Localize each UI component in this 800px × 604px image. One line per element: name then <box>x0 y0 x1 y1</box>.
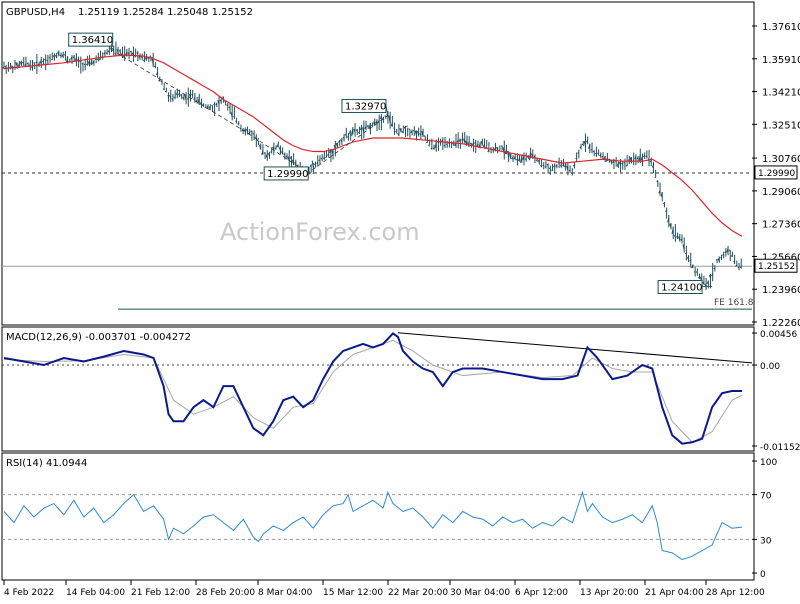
price-bar-open-tick <box>725 252 726 253</box>
price-bar-open-tick <box>562 165 563 166</box>
fe-level-label: FE 161.8 <box>714 298 754 308</box>
price-bar-open-tick <box>597 153 598 154</box>
price-bar-open-tick <box>172 98 173 99</box>
rsi-y-tick-label: 70 <box>760 492 772 502</box>
price-y-tick-label: 1.22260 <box>762 318 800 329</box>
price-y-tick-label: 1.32510 <box>762 120 800 131</box>
price-bar-open-tick <box>240 128 241 129</box>
price-bar-open-tick <box>413 130 414 131</box>
current-price-label: 1.25152 <box>758 262 795 272</box>
price-bar-open-tick <box>229 107 230 108</box>
x-axis-tick-label: 14 Feb 04:00 <box>66 588 125 598</box>
watermark: ActionForex.com <box>220 218 420 246</box>
price-y-tick-label: 1.35910 <box>762 55 800 66</box>
price-bar-open-tick <box>253 133 254 134</box>
price-y-tick-label: 1.34210 <box>762 88 800 99</box>
price-bar-open-tick <box>663 203 664 204</box>
price-bar-open-tick <box>82 63 83 64</box>
x-axis-tick-label: 13 Apr 20:00 <box>580 588 639 598</box>
price-bar-open-tick <box>624 163 625 164</box>
price-bar-open-tick <box>426 142 427 143</box>
price-bar-open-tick <box>393 128 394 129</box>
symbol-label: GBPUSD,H4 <box>6 7 65 18</box>
swing-annotation-label: 1.24100 <box>661 283 702 294</box>
x-axis-tick-label: 21 Apr 04:00 <box>645 588 704 598</box>
x-axis-tick-label: 6 Apr 12:00 <box>515 588 568 598</box>
price-y-tick-label: 1.27360 <box>762 220 800 231</box>
price-bar-open-tick <box>569 170 570 171</box>
price-bar-open-tick <box>130 51 131 52</box>
price-bar-open-tick <box>77 59 78 60</box>
price-bar-open-tick <box>536 160 537 161</box>
price-bar-open-tick <box>216 104 217 105</box>
price-bar-open-tick <box>628 160 629 161</box>
price-bar-open-tick <box>676 237 677 238</box>
price-bar-open-tick <box>163 89 164 90</box>
x-axis-tick-label: 22 Mar 20:00 <box>388 588 448 598</box>
price-bar-open-tick <box>29 65 30 66</box>
price-bar-open-tick <box>187 98 188 99</box>
price-y-tick-label: 1.23960 <box>762 285 800 296</box>
price-bar-open-tick <box>286 156 287 157</box>
rsi-y-tick-label: 0 <box>760 570 766 580</box>
ohlc-label: 1.25119 1.25284 1.25048 1.25152 <box>78 7 253 18</box>
price-bar-open-tick <box>407 126 408 127</box>
price-bar-open-tick <box>165 91 166 92</box>
x-axis-tick-label: 28 Apr 12:00 <box>706 588 765 598</box>
swing-annotation-label: 1.36410 <box>72 35 113 46</box>
price-bar-open-tick <box>238 123 239 124</box>
x-axis-tick-label: 21 Feb 12:00 <box>131 588 190 598</box>
price-y-tick-label: 1.37610 <box>762 22 800 33</box>
price-bar-open-tick <box>716 260 717 261</box>
macd-y-tick-label: -0.011529 <box>760 443 800 453</box>
rsi-y-tick-label: 30 <box>760 536 772 546</box>
price-bar-open-tick <box>86 64 87 65</box>
swing-annotation-label: 1.32970 <box>345 101 386 112</box>
price-y-tick-label: 1.29060 <box>762 187 800 198</box>
price-bar-open-tick <box>270 152 271 153</box>
price-bar-open-tick <box>396 131 397 132</box>
rsi-y-tick-label: 100 <box>760 458 777 468</box>
price-bar-open-tick <box>602 156 603 157</box>
swing-annotation-label: 1.29990 <box>267 169 308 180</box>
macd-y-tick-label: 0.00456 <box>760 330 797 340</box>
price-bar-open-tick <box>575 158 576 159</box>
price-bar-open-tick <box>549 168 550 169</box>
x-axis-tick-label: 8 Mar 04:00 <box>258 588 313 598</box>
macd-y-tick-label: 0.00 <box>760 362 780 372</box>
macd-title: MACD(12,26,9) -0.003701 -0.004272 <box>6 332 191 343</box>
rsi-title: RSI(14) 41.0944 <box>6 458 87 469</box>
price-bar-open-tick <box>593 151 594 152</box>
x-axis-tick-label: 30 Mar 04:00 <box>450 588 510 598</box>
price-bar-open-tick <box>34 63 35 64</box>
x-axis-tick-label: 4 Feb 2022 <box>4 588 54 598</box>
price-bar-open-tick <box>698 277 699 278</box>
level-price-label: 1.29990 <box>758 169 795 179</box>
x-axis-tick-label: 15 Mar 12:00 <box>323 588 383 598</box>
price-bar-open-tick <box>347 137 348 138</box>
x-axis-tick-label: 28 Feb 20:00 <box>196 588 255 598</box>
price-bar-open-tick <box>205 107 206 108</box>
price-y-tick-label: 1.30760 <box>762 154 800 165</box>
price-bar-open-tick <box>325 157 326 158</box>
price-bar-open-tick <box>143 60 144 61</box>
price-bar-open-tick <box>665 211 666 212</box>
price-bar-open-tick <box>49 57 50 58</box>
price-bar-open-tick <box>578 153 579 154</box>
